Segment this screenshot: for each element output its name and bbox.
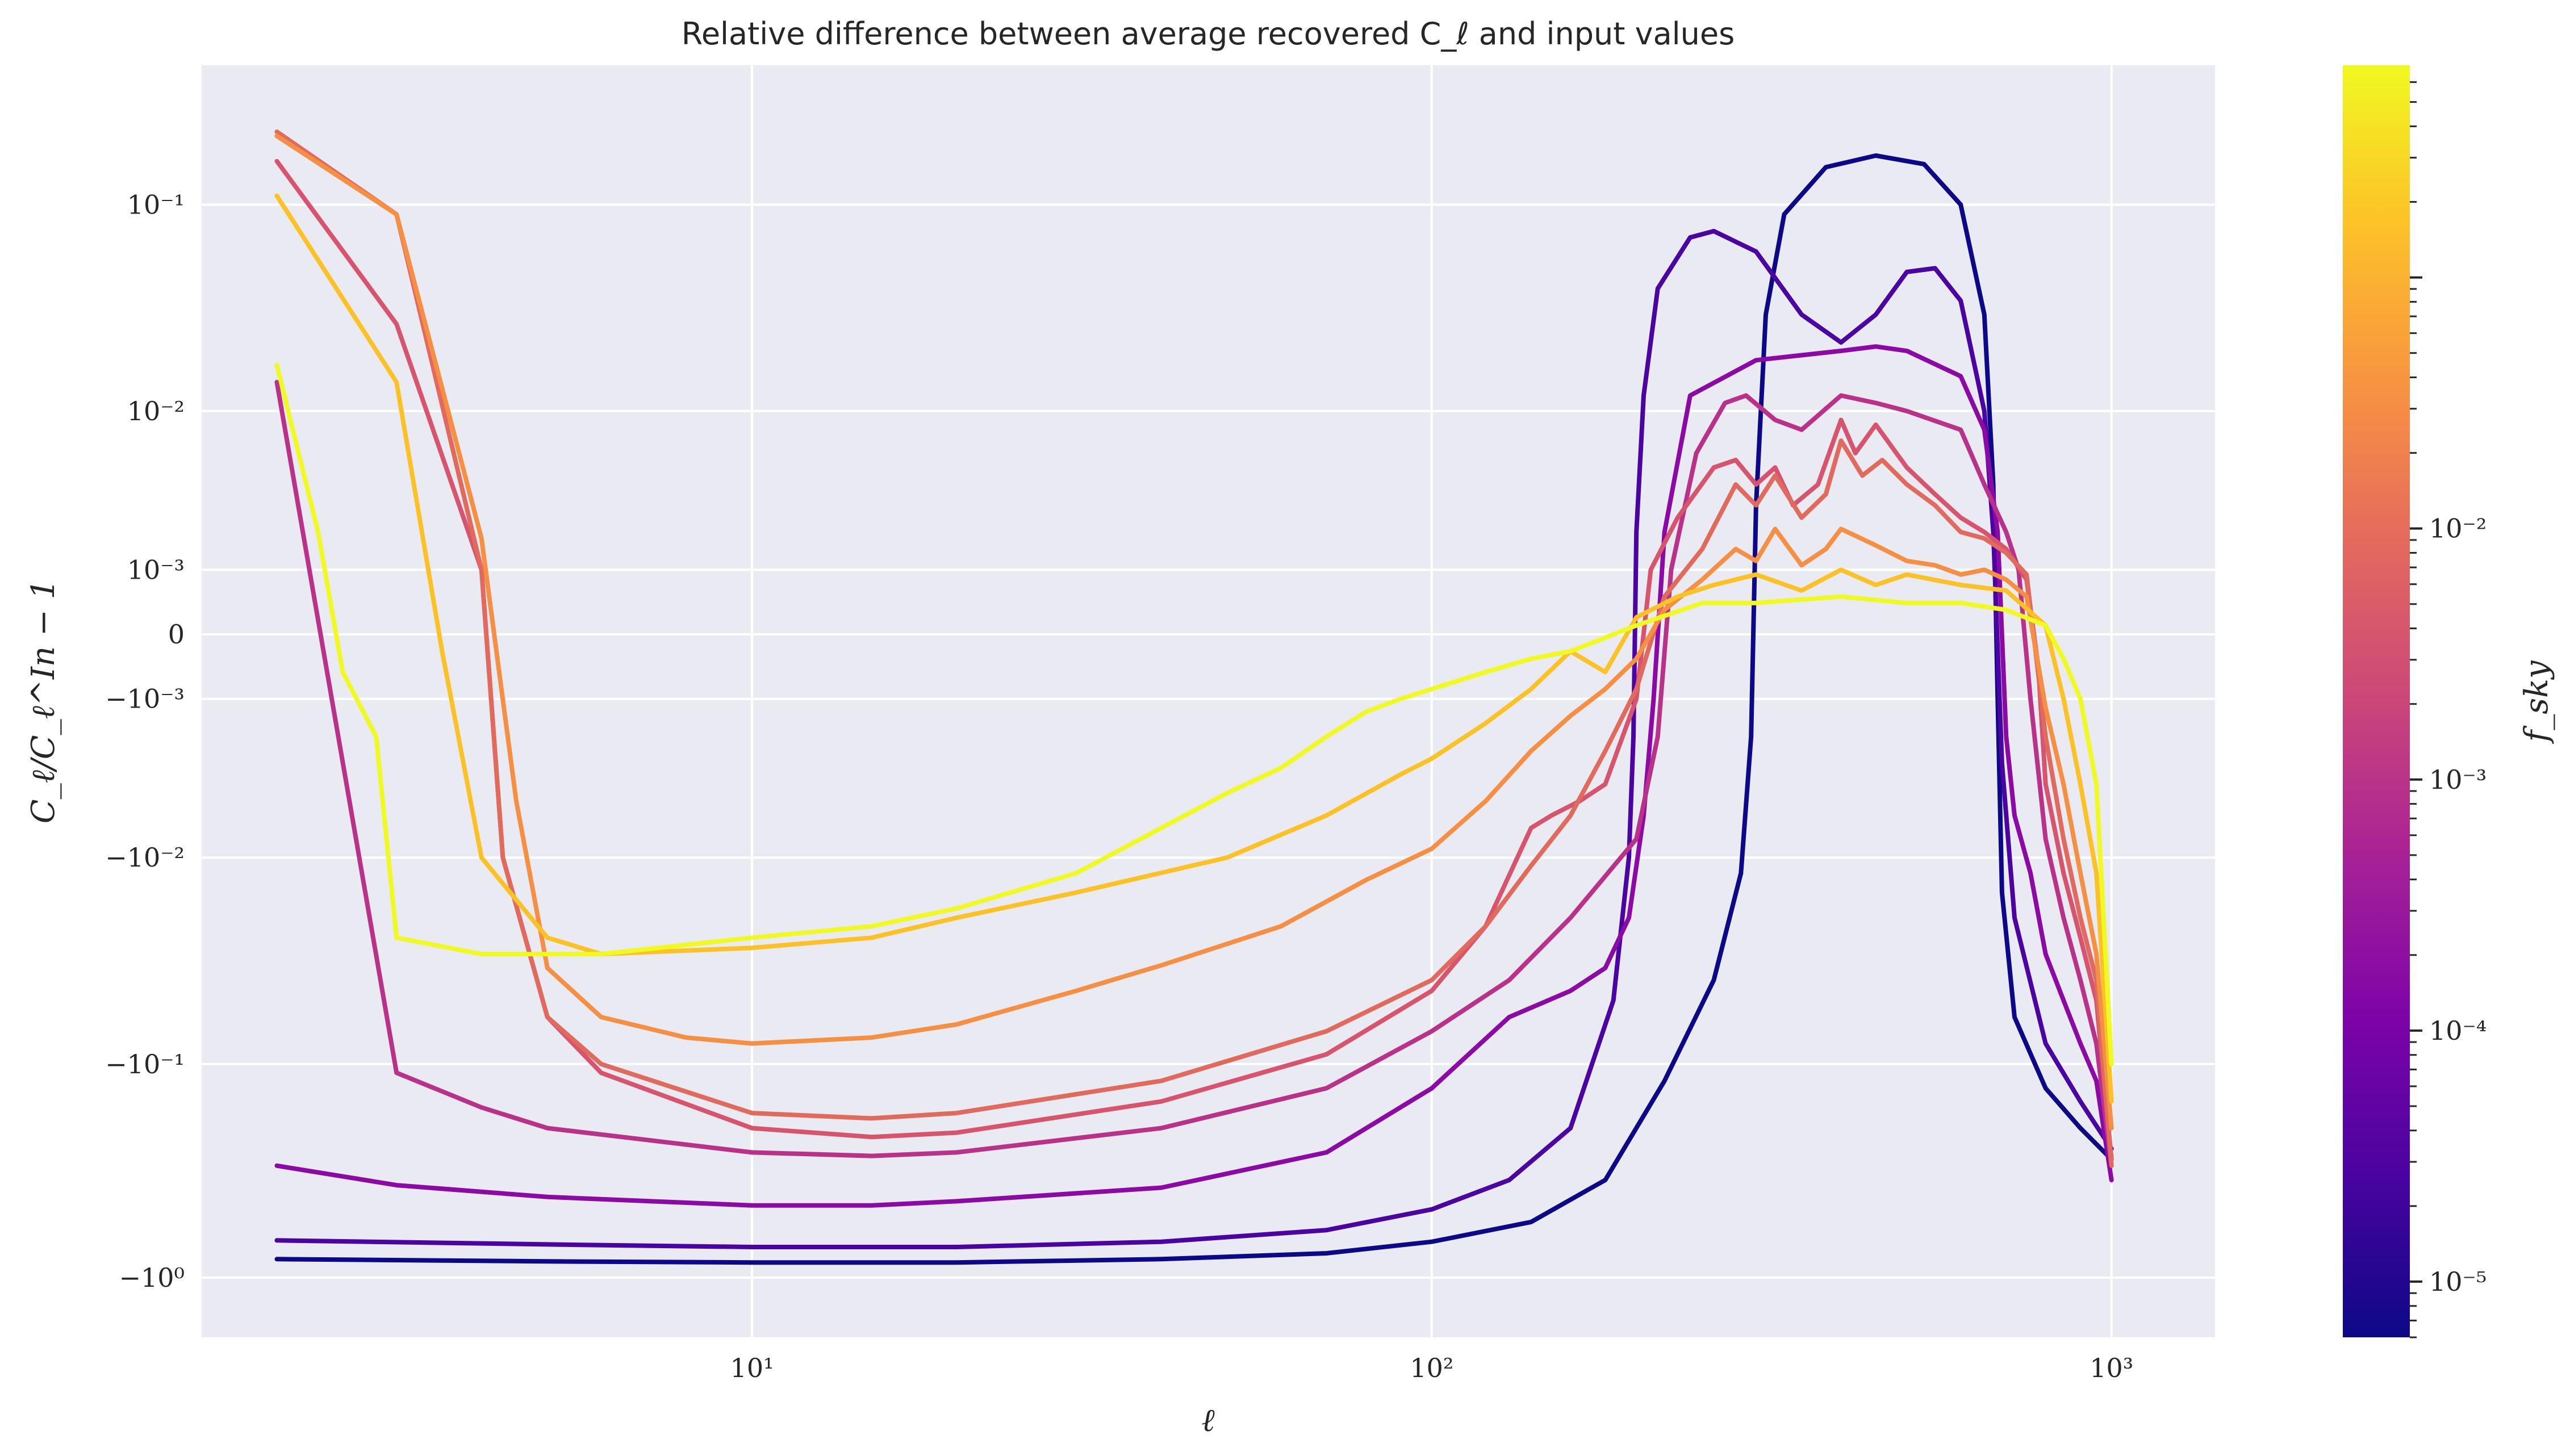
y-tick-label: −10⁻¹ bbox=[105, 1049, 185, 1080]
y-tick-label: −10⁻² bbox=[105, 842, 185, 873]
y-tick-label: −10⁰ bbox=[119, 1262, 185, 1293]
series-line-9 bbox=[274, 363, 2114, 1066]
colorbar-ticks: 10⁻⁵ 10⁻⁴ 10⁻³ 10⁻² bbox=[2410, 81, 2487, 1338]
colorbar-tick-label: 10⁻² bbox=[2429, 513, 2487, 544]
x-tick-label: 10² bbox=[1410, 1353, 1453, 1383]
grid-lines bbox=[202, 65, 2215, 1337]
colorbar-label: f_sky bbox=[2518, 660, 2555, 744]
y-axis-label: C_ℓ/C_ℓ^In − 1 bbox=[25, 579, 62, 823]
series-line-4 bbox=[274, 380, 2114, 1168]
series-line-2 bbox=[274, 229, 2114, 1249]
series-line-3 bbox=[274, 344, 2114, 1208]
y-tick-labels: 10⁻¹ 10⁻² 10⁻³ 0 −10⁻³ −10⁻² −10⁻¹ −10⁰ bbox=[105, 189, 185, 1292]
series-line-7 bbox=[274, 133, 2114, 1131]
x-tick-labels: 10¹ 10² 10³ bbox=[730, 1353, 2134, 1383]
chart-title: Relative difference between average reco… bbox=[682, 16, 1735, 52]
series-line-6 bbox=[274, 129, 2114, 1168]
y-tick-label: 0 bbox=[168, 619, 185, 650]
x-tick-label: 10³ bbox=[2090, 1353, 2133, 1383]
x-axis-label: ℓ bbox=[1201, 1402, 1215, 1439]
colorbar bbox=[2343, 65, 2410, 1337]
series-group bbox=[274, 129, 2114, 1265]
y-tick-label: 10⁻¹ bbox=[127, 189, 185, 220]
y-tick-label: −10⁻³ bbox=[105, 684, 185, 714]
y-tick-label: 10⁻² bbox=[127, 396, 185, 426]
colorbar-tick-label: 10⁻⁴ bbox=[2429, 1015, 2487, 1046]
colorbar-tick-label: 10⁻³ bbox=[2429, 764, 2487, 795]
colorbar-tick-label: 10⁻⁵ bbox=[2429, 1266, 2487, 1297]
y-tick-label: 10⁻³ bbox=[127, 554, 185, 585]
x-tick-label: 10¹ bbox=[730, 1353, 774, 1383]
